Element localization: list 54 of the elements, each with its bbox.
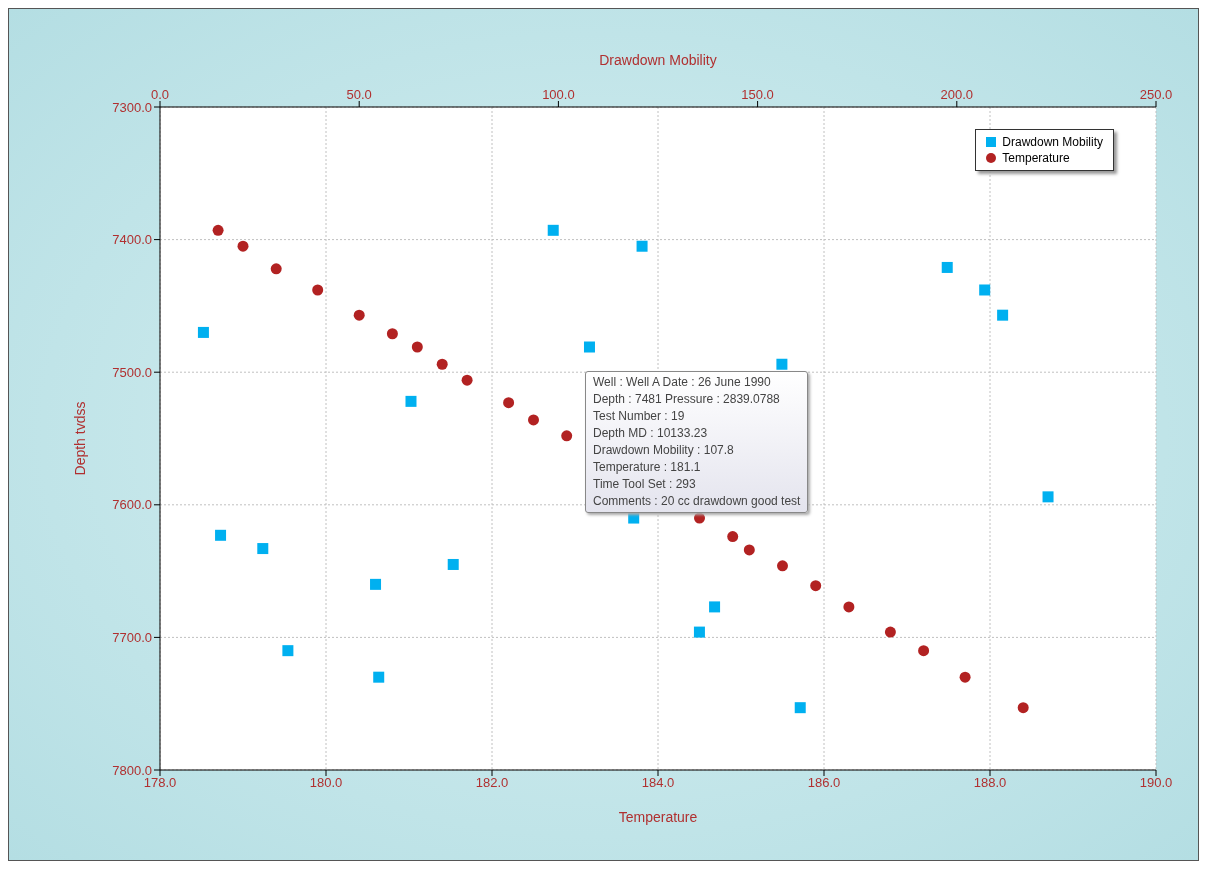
y-tick-label: 7300.0: [112, 99, 152, 115]
point: [503, 397, 515, 409]
y-tick-label: 7700.0: [112, 630, 152, 646]
point: [411, 341, 423, 353]
x2-tick-label: 250.0: [1139, 87, 1173, 102]
x2-tick-label: 0.0: [150, 87, 170, 102]
y-tick-label: 7600.0: [112, 497, 152, 513]
point: [353, 309, 365, 321]
x2-axis-title: Drawdown Mobility: [599, 51, 717, 68]
x-axis-title: Temperature: [618, 809, 698, 825]
point: [436, 358, 448, 370]
x2-tick-label: 50.0: [346, 87, 372, 102]
y-tick-label: 7400.0: [112, 232, 152, 248]
point: [727, 531, 739, 543]
point: [312, 284, 324, 296]
x2-tick-label: 150.0: [741, 87, 774, 102]
annotation: Depth MD : 10133.23: [593, 425, 709, 442]
point: [528, 414, 539, 426]
annotation: Well : Well A Date : 26 June 1990: [593, 374, 772, 391]
x-tick-label: 186.0: [807, 775, 841, 791]
annotation: Temperature : 181.1: [593, 459, 702, 476]
annotation: Test Number : 19: [593, 408, 686, 425]
point: [810, 580, 822, 592]
point: [777, 560, 788, 572]
point: [884, 626, 896, 638]
y-tick-label: 7500.0: [112, 364, 152, 380]
x-tick-label: 190.0: [1139, 775, 1173, 791]
point: [1017, 702, 1029, 714]
point: [237, 240, 249, 252]
x-tick-label: 184.0: [641, 775, 675, 791]
annotation: Time Tool Set : 293: [593, 476, 697, 493]
x-tick-label: 188.0: [973, 775, 1007, 791]
x2-tick-label: 100.0: [542, 87, 575, 102]
x-tick-label: 182.0: [475, 775, 509, 791]
annotation: Comments : 20 cc drawdown good test: [593, 493, 801, 510]
point: [461, 374, 473, 386]
annotation: Depth : 7481 Pressure : 2839.0788: [593, 391, 781, 408]
point: [694, 512, 705, 524]
x-tick-label: 180.0: [309, 775, 343, 791]
point: [743, 544, 755, 556]
x2-tick-label: 200.0: [940, 87, 974, 102]
point: [386, 328, 398, 340]
point: [212, 224, 224, 236]
x-tick-label: 178.0: [143, 775, 177, 791]
annotation: Drawdown Mobility : 107.8: [593, 442, 735, 459]
point: [270, 263, 282, 275]
point: [561, 430, 573, 442]
y-axis-title: Depth tvdss: [71, 401, 88, 476]
y-tick-label: 7800.0: [112, 762, 152, 778]
legend-label: Drawdown Mobility: [1002, 134, 1103, 150]
point: [918, 645, 930, 657]
point: [843, 601, 855, 613]
legend-label: Temperature: [1002, 150, 1070, 166]
point: [959, 671, 971, 683]
